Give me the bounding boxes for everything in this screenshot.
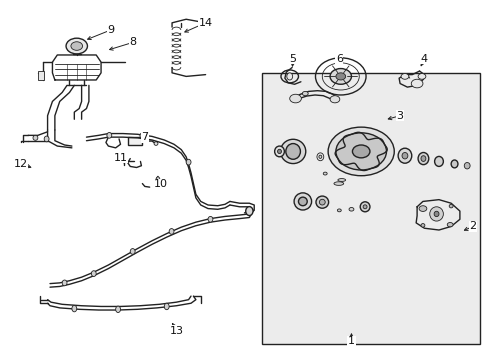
Circle shape — [417, 73, 425, 79]
Ellipse shape — [333, 182, 343, 185]
Circle shape — [335, 133, 386, 170]
Text: 8: 8 — [129, 37, 136, 48]
Text: 11: 11 — [113, 153, 127, 163]
Text: 10: 10 — [154, 179, 167, 189]
Ellipse shape — [433, 211, 438, 217]
Ellipse shape — [169, 229, 174, 234]
Text: 6: 6 — [335, 54, 342, 64]
Ellipse shape — [298, 197, 306, 206]
Ellipse shape — [420, 156, 425, 161]
Ellipse shape — [316, 153, 323, 161]
Circle shape — [352, 145, 369, 158]
Circle shape — [66, 38, 87, 54]
Bar — [38, 71, 43, 80]
Ellipse shape — [420, 224, 424, 227]
Ellipse shape — [360, 202, 369, 212]
Text: 1: 1 — [347, 337, 354, 346]
Text: 2: 2 — [468, 221, 476, 231]
Ellipse shape — [318, 155, 321, 158]
Circle shape — [447, 222, 452, 227]
Ellipse shape — [315, 196, 328, 208]
Ellipse shape — [277, 149, 281, 154]
Ellipse shape — [293, 193, 311, 210]
Circle shape — [289, 94, 301, 103]
Ellipse shape — [429, 207, 443, 221]
Ellipse shape — [323, 172, 326, 175]
Text: 5: 5 — [289, 54, 296, 64]
Ellipse shape — [448, 204, 452, 208]
Ellipse shape — [107, 132, 112, 138]
Ellipse shape — [130, 249, 135, 254]
Ellipse shape — [91, 271, 96, 276]
Ellipse shape — [319, 199, 325, 205]
Circle shape — [400, 73, 408, 79]
Ellipse shape — [401, 153, 407, 159]
Ellipse shape — [164, 303, 169, 310]
Ellipse shape — [417, 153, 428, 165]
Circle shape — [329, 96, 339, 103]
Ellipse shape — [186, 159, 191, 165]
Ellipse shape — [286, 73, 292, 80]
Ellipse shape — [154, 142, 158, 145]
Circle shape — [329, 68, 351, 84]
Ellipse shape — [44, 136, 49, 142]
Ellipse shape — [116, 306, 120, 312]
Ellipse shape — [337, 179, 345, 181]
Ellipse shape — [274, 146, 284, 157]
Text: 4: 4 — [420, 54, 427, 64]
Text: 13: 13 — [169, 326, 183, 336]
Circle shape — [327, 127, 393, 176]
Ellipse shape — [363, 205, 366, 209]
Ellipse shape — [207, 216, 212, 222]
Text: 12: 12 — [14, 159, 28, 169]
Circle shape — [71, 42, 82, 50]
Text: 14: 14 — [198, 18, 212, 28]
Ellipse shape — [33, 135, 38, 140]
Ellipse shape — [280, 139, 305, 163]
Ellipse shape — [121, 157, 126, 163]
Bar — [127, 137, 142, 145]
Ellipse shape — [156, 177, 160, 183]
Ellipse shape — [337, 209, 341, 212]
Ellipse shape — [245, 207, 252, 216]
Ellipse shape — [302, 91, 307, 96]
Text: 9: 9 — [107, 25, 114, 35]
Text: 3: 3 — [396, 111, 403, 121]
Ellipse shape — [72, 305, 77, 312]
Ellipse shape — [348, 207, 353, 211]
Ellipse shape — [140, 133, 144, 139]
Ellipse shape — [463, 162, 469, 169]
Circle shape — [418, 206, 426, 211]
Bar — [261, 73, 479, 344]
Text: 7: 7 — [141, 132, 148, 142]
Circle shape — [410, 79, 422, 88]
Circle shape — [335, 73, 345, 80]
Ellipse shape — [62, 280, 67, 286]
Ellipse shape — [450, 160, 457, 168]
Ellipse shape — [285, 144, 300, 159]
Ellipse shape — [434, 157, 443, 166]
Ellipse shape — [397, 148, 411, 163]
